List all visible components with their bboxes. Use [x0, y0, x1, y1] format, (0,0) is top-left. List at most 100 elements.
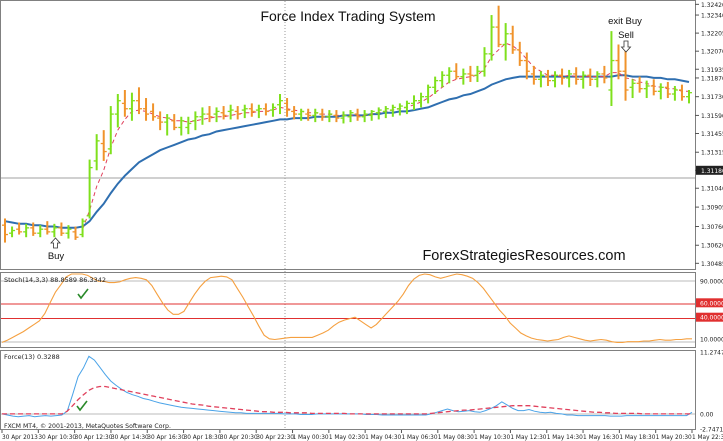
- price-bar: [220, 106, 227, 120]
- price-bar: [58, 222, 65, 236]
- stoch-tick-label: 60.0000: [700, 300, 723, 307]
- chart-title: Force Index Trading System: [260, 8, 435, 24]
- time-tick-label: 1 May 14:30: [547, 435, 583, 441]
- price-bar: [474, 65, 481, 82]
- price-bar: [580, 71, 587, 89]
- price-bar: [135, 87, 142, 115]
- price-bar: [347, 110, 354, 123]
- exit-buy-annotation: exit Buy: [608, 16, 642, 27]
- price-bar: [72, 226, 79, 240]
- force-tick-label: 0.00: [700, 411, 714, 418]
- price-bar: [396, 103, 403, 116]
- price-bar: [269, 103, 276, 117]
- price-bar: [460, 68, 467, 85]
- price-bar: [37, 225, 44, 238]
- price-bar: [192, 111, 199, 131]
- price-bar: [354, 108, 361, 121]
- price-bar: [636, 76, 643, 93]
- force-label: Force(13) 0.3288: [4, 353, 60, 361]
- stochastic-series-layer: [1, 273, 692, 343]
- time-tick-label: 1 May 20:30: [656, 435, 692, 441]
- time-tick-label: 1 May 18:30: [619, 435, 655, 441]
- price-tick-label: 1.31870: [701, 75, 723, 82]
- stochastic-panel[interactable]: [0, 272, 696, 348]
- stoch-tick-label: 40.0000: [700, 315, 723, 322]
- price-bar: [375, 107, 382, 120]
- price-bar: [298, 108, 305, 121]
- price-bar: [30, 222, 37, 236]
- price-tick-label: 1.32070: [701, 49, 723, 56]
- time-tick-label: 1 May 04:30: [365, 435, 401, 441]
- price-bar: [481, 47, 488, 77]
- price-bar: [248, 103, 255, 117]
- price-bar: [608, 31, 615, 107]
- time-tick-label: 30 Apr 18:30: [184, 435, 222, 441]
- force-main-line: [1, 355, 693, 418]
- price-bar: [587, 68, 594, 86]
- price-panel[interactable]: [0, 0, 696, 270]
- price-tick-label: 1.31455: [701, 131, 723, 138]
- price-tick-label: 1.31180: [701, 168, 723, 175]
- price-bar: [227, 104, 234, 120]
- time-tick-label: 30 Apr 12:30: [75, 435, 113, 441]
- price-bar: [361, 110, 368, 123]
- price-bar: [509, 25, 516, 54]
- price-bar: [340, 111, 347, 124]
- time-tick-label: 30 Apr 10:30: [38, 435, 76, 441]
- price-bar: [79, 218, 86, 238]
- force-panel[interactable]: [0, 350, 696, 430]
- price-bar: [686, 89, 692, 104]
- price-bar: [425, 84, 432, 104]
- price-bar: [495, 5, 502, 48]
- price-bar: [368, 110, 375, 121]
- price-bar: [439, 71, 446, 88]
- force-series-layer: [1, 355, 693, 418]
- price-bar: [446, 67, 453, 84]
- price-bar: [601, 65, 608, 84]
- price-bar: [629, 79, 636, 99]
- time-tick-label: 1 May 00:30: [293, 435, 329, 441]
- price-bar: [544, 69, 551, 86]
- time-tick-label: 1 May 06:30: [401, 435, 437, 441]
- force-signal-line: [2, 385, 692, 415]
- time-tick-label: 1 May 22:30: [692, 435, 723, 441]
- price-bar: [573, 67, 580, 85]
- price-bar: [157, 111, 164, 131]
- price-bar: [277, 94, 284, 115]
- time-tick-label: 30 Apr 22:30: [256, 435, 294, 441]
- copyright-text: FXCM MT4, © 2001-2013, MetaQuotes Softwa…: [4, 422, 171, 430]
- force-tick-label: 11.2747: [700, 350, 723, 357]
- price-bar: [107, 106, 114, 155]
- price-tick-label: 1.31590: [701, 113, 723, 120]
- time-tick-label: 1 May 16:30: [583, 435, 619, 441]
- price-bar: [326, 110, 333, 123]
- price-bar: [523, 52, 530, 80]
- price-tick-label: 1.31315: [701, 150, 723, 157]
- stoch-tick-label: 10.0000: [700, 336, 723, 343]
- price-bar: [453, 63, 460, 80]
- time-tick-label: 30 Apr 14:30: [111, 435, 149, 441]
- price-tick-label: 1.32340: [701, 13, 723, 20]
- price-bar: [86, 159, 93, 219]
- price-bar: [312, 108, 319, 123]
- price-bar: [650, 79, 657, 96]
- price-bar: [516, 41, 523, 66]
- time-tick-label: 30 Apr 20:30: [220, 435, 258, 441]
- price-bar: [150, 103, 157, 121]
- price-bar: [128, 92, 135, 121]
- price-bar: [65, 225, 72, 239]
- price-bar: [319, 108, 326, 121]
- stochastic-axis: 90.0000 60.0000 40.0000 10.0000: [696, 279, 723, 343]
- price-tick-label: 1.31046: [701, 186, 723, 193]
- stoch-level-box: [696, 298, 723, 308]
- force-tick-label: -2.7471: [700, 427, 723, 434]
- price-tick-label: 1.30485: [701, 261, 723, 268]
- price-bar: [100, 130, 107, 161]
- time-tick-label: 1 May 12:30: [510, 435, 546, 441]
- price-bar: [185, 116, 192, 135]
- price-bar: [2, 218, 8, 243]
- price-bar: [16, 222, 23, 235]
- price-bar: [234, 106, 241, 120]
